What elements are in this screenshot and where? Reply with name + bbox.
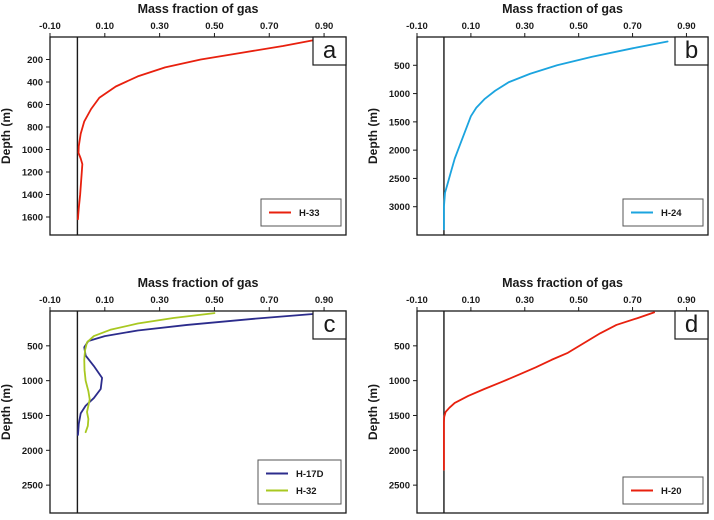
y-tick-label: 3000 [389,202,410,213]
series-line-h-33 [77,38,320,221]
y-tick-label: 500 [394,61,410,72]
y-axis-label: Depth (m) [366,384,380,440]
y-tick-label: 1000 [22,376,43,387]
y-axis-label: Depth (m) [0,108,13,164]
y-tick-label: 1400 [22,190,43,201]
y-tick-label: 1500 [22,411,43,422]
chart-title: Mass fraction of gas [138,2,259,16]
x-tick-label: 0.70 [623,295,642,306]
y-tick-label: 2500 [22,481,43,492]
y-axis-label: Depth (m) [0,384,13,440]
panel-letter: a [323,37,337,64]
y-tick-label: 1000 [389,376,410,387]
series-line-h-24 [443,40,669,231]
x-tick-label: 0.30 [150,21,169,32]
y-tick-label: 500 [394,341,410,352]
y-tick-label: 500 [27,341,43,352]
chart-panel-b: Mass fraction of gas Depth (m) -0.10 0.10 0.… [366,2,709,236]
y-tick-label: 400 [27,78,43,89]
panel-letter: d [685,311,698,338]
chart-title: Mass fraction of gas [502,276,623,290]
x-tick-label: -0.10 [39,21,61,32]
y-tick-label: 1500 [389,411,410,422]
x-tick-label: -0.10 [406,295,428,306]
x-tick-label: 0.70 [260,21,279,32]
x-tick-label: 0.50 [205,295,224,306]
y-tick-label: 1200 [22,168,43,179]
x-tick-label: 0.70 [260,295,279,306]
y-tick-label: 2000 [22,446,43,457]
series-line-h-32 [83,312,216,434]
x-tick-label: 0.90 [315,21,334,32]
x-tick-label: 0.50 [569,295,588,306]
x-tick-label: 0.90 [315,295,334,306]
panel-letter-box [312,36,347,66]
y-tick-label: 2500 [389,174,410,185]
x-tick-label: 0.90 [677,295,696,306]
legend-label: H-32 [296,486,317,497]
chart-title: Mass fraction of gas [138,276,259,290]
chart-title: Mass fraction of gas [502,2,623,16]
y-tick-label: 2000 [389,446,410,457]
x-tick-label: -0.10 [39,295,61,306]
y-tick-label: 200 [27,55,43,66]
legend-label: H-24 [661,208,682,219]
x-tick-label: -0.10 [406,21,428,32]
x-tick-label: 0.30 [150,295,169,306]
panel-letter: c [324,311,336,338]
y-tick-label: 1600 [22,213,43,224]
y-tick-label: 2500 [389,481,410,492]
y-tick-label: 1000 [389,89,410,100]
legend-label: H-17D [296,469,324,480]
chart-panel-c: Mass fraction of gas Depth (m) -0.10 0.10 0.… [0,276,347,514]
x-tick-label: 0.70 [623,21,642,32]
legend-label: H-33 [299,208,320,219]
legend-label: H-20 [661,486,682,497]
panel-letter-box [674,310,709,340]
x-tick-label: 0.30 [516,21,535,32]
x-tick-label: 0.10 [462,295,481,306]
y-tick-label: 1000 [22,145,43,156]
series-line-h-20 [443,311,656,471]
y-axis-label: Depth (m) [366,108,380,164]
y-tick-label: 1500 [389,117,410,128]
legend [257,459,342,505]
x-tick-label: 0.50 [569,21,588,32]
x-tick-label: 0.90 [677,21,696,32]
x-tick-label: 0.50 [205,21,224,32]
x-tick-label: 0.10 [96,21,115,32]
series-line-h-17d [77,312,325,436]
panel-letter: b [685,37,698,64]
y-tick-label: 800 [27,123,43,134]
panel-letter-box [674,36,709,66]
x-tick-label: 0.10 [96,295,115,306]
x-tick-label: 0.10 [462,21,481,32]
y-tick-label: 2000 [389,146,410,157]
chart-panel-d: Mass fraction of gas Depth (m) -0.10 0.10 0.… [366,276,709,514]
y-tick-label: 600 [27,100,43,111]
panel-letter-box [312,310,347,340]
chart-panel-a: Mass fraction of gas Depth (m) -0.10 0.10 0.… [0,2,347,236]
x-tick-label: 0.30 [516,295,535,306]
